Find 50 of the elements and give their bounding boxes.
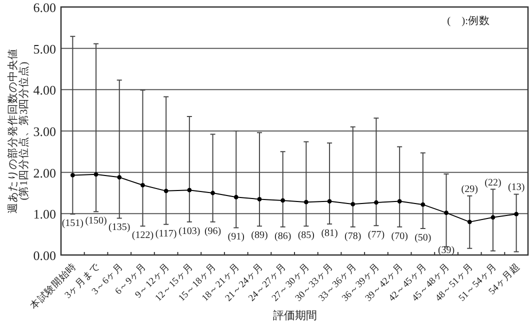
x-axis-title: 評価期間: [273, 309, 317, 322]
point: [70, 173, 75, 178]
annotation: ( ):例数: [447, 15, 490, 27]
point: [514, 212, 519, 216]
point: [397, 199, 402, 204]
annotation: (96): [204, 226, 222, 237]
y-tick-label: 6.00: [33, 0, 56, 15]
annotation: (103): [178, 226, 200, 237]
y-tick-label: 3.00: [33, 124, 56, 139]
annotation: (89): [251, 230, 268, 242]
point: [420, 202, 426, 207]
point: [257, 197, 262, 202]
annotation: (91): [228, 232, 244, 243]
y-tick-label: 0.00: [33, 248, 56, 263]
point: [280, 198, 286, 203]
annotation: (13): [508, 182, 525, 194]
annotation: (29): [461, 184, 478, 195]
point: [117, 175, 122, 180]
point: [444, 210, 448, 216]
y-tick-label: 1.00: [33, 206, 56, 222]
y-tick-label: 4.00: [33, 82, 56, 98]
annotation: (39): [438, 245, 455, 256]
y-tick-label: 2.00: [33, 165, 56, 180]
annotation: (81): [321, 228, 338, 239]
annotation: (85): [298, 230, 315, 242]
point: [140, 182, 145, 188]
point: [187, 188, 192, 192]
annotation: (135): [108, 222, 130, 234]
y-axis-title: 週あたりの部分発作回数の中央値 (第1四分位点、第3四分位点): [6, 48, 30, 214]
annotation: (151): [62, 218, 84, 230]
annotation: (22): [484, 177, 502, 188]
point: [374, 200, 378, 205]
point: [490, 215, 496, 220]
annotation: (77): [368, 230, 385, 241]
point: [210, 190, 215, 196]
y-tick-label: 5.00: [33, 41, 56, 56]
point: [164, 188, 168, 194]
point: [327, 199, 332, 204]
annotation: (86): [274, 230, 292, 242]
annotation: (70): [391, 230, 408, 242]
point: [94, 172, 98, 177]
annotation: (122): [132, 230, 154, 242]
annotation: (150): [85, 216, 107, 227]
point: [467, 220, 472, 224]
point: [304, 200, 308, 204]
point: [350, 202, 356, 206]
point: [234, 194, 238, 200]
annotation: (78): [344, 230, 362, 242]
annotation: (117): [155, 228, 177, 240]
annotation: (50): [414, 232, 432, 244]
